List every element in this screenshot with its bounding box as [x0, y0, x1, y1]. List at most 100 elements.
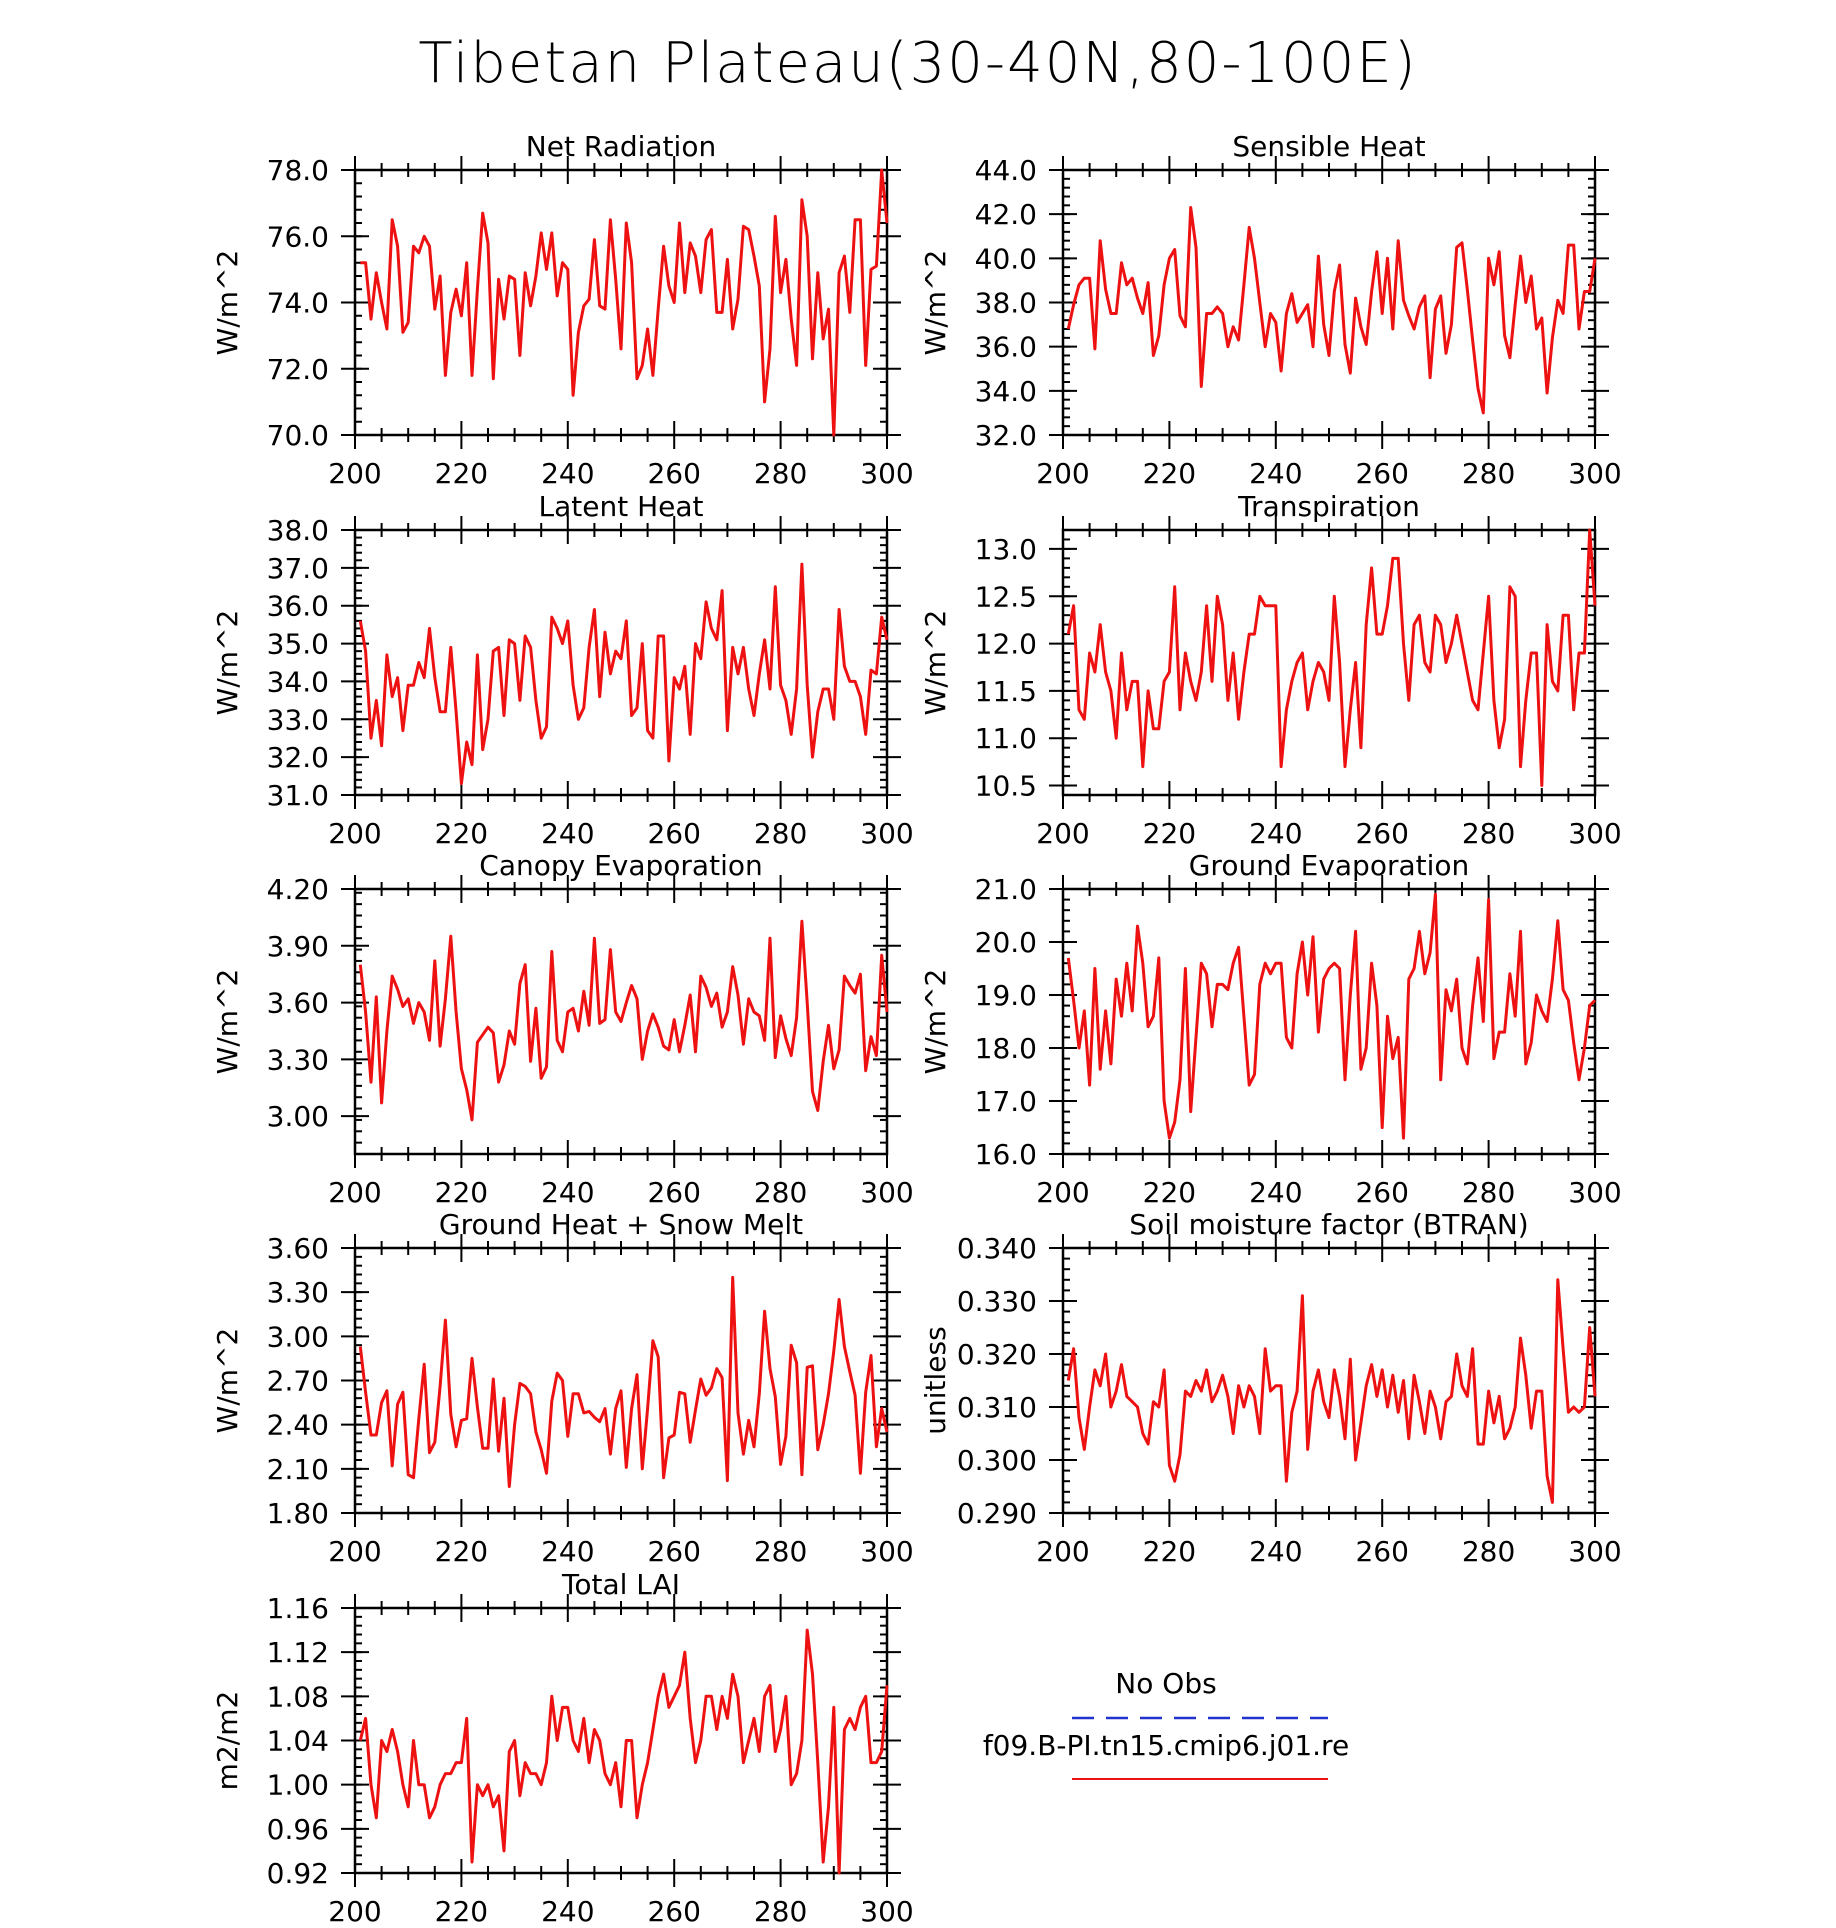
y-axis-label: unitless [919, 1326, 952, 1434]
y-axis-label: W/m^2 [919, 250, 952, 356]
x-tick-label: 200 [328, 457, 381, 490]
y-tick-label: 32.0 [975, 419, 1037, 452]
chart-panels: Net Radiation W/m^2 200 220 240 260 280 300 70.0… [211, 130, 1622, 1928]
x-tick-label: 300 [1568, 457, 1621, 490]
series-line [360, 168, 889, 437]
x-tick-label: 220 [1143, 1176, 1196, 1209]
y-tick-label: 33.0 [267, 703, 329, 736]
y-axis-label: W/m^2 [211, 1328, 244, 1434]
y-axis-label: W/m^2 [211, 969, 244, 1075]
x-tick-label: 280 [754, 1535, 807, 1568]
x-tick-label: 260 [1355, 817, 1408, 850]
y-tick-label: 11.0 [975, 722, 1037, 755]
plot-frame [1061, 1246, 1597, 1515]
y-tick-label: 2.10 [267, 1453, 329, 1486]
chart-panel: Net Radiation W/m^2 200 220 240 260 280 300 70.0… [211, 130, 914, 490]
y-tick-label: 70.0 [267, 419, 329, 452]
x-tick-label: 280 [1462, 1176, 1515, 1209]
y-tick-label: 21.0 [975, 873, 1037, 906]
y-tick-label: 2.40 [267, 1409, 329, 1442]
x-tick-label: 280 [1462, 457, 1515, 490]
x-tick-label: 200 [328, 1176, 381, 1209]
y-tick-label: 19.0 [975, 979, 1037, 1012]
x-tick-label: 260 [1355, 1176, 1408, 1209]
panel-title: Ground Heat + Snow Melt [439, 1208, 803, 1241]
x-tick-label: 220 [435, 817, 488, 850]
y-axis-label: W/m^2 [211, 610, 244, 716]
x-tick-label: 300 [1568, 817, 1621, 850]
y-tick-label: 35.0 [267, 628, 329, 661]
y-tick-label: 3.30 [267, 1043, 329, 1076]
figure-title: Tibetan Plateau(30-40N,80-100E) [418, 31, 1417, 96]
y-tick-label: 10.5 [975, 770, 1037, 803]
x-tick-label: 220 [1143, 457, 1196, 490]
series-line [358, 919, 889, 1122]
legend: No Obs f09.B-PI.tn15.cmip6.j01.re [983, 1667, 1349, 1780]
y-tick-label: 3.90 [267, 930, 329, 963]
y-tick-label: 36.0 [267, 590, 329, 623]
y-tick-label: 20.0 [975, 926, 1037, 959]
x-tick-label: 300 [860, 817, 913, 850]
y-tick-label: 0.320 [957, 1338, 1037, 1371]
y-tick-label: 40.0 [975, 242, 1037, 275]
y-tick-label: 1.16 [267, 1592, 329, 1625]
series-line [1066, 528, 1597, 787]
y-axis-label: W/m^2 [919, 610, 952, 716]
y-tick-label: 32.0 [267, 741, 329, 774]
series-line [1066, 206, 1597, 415]
x-tick-label: 260 [647, 1176, 700, 1209]
y-tick-label: 17.0 [975, 1085, 1037, 1118]
y-tick-label: 0.330 [957, 1285, 1037, 1318]
y-tick-label: 0.92 [267, 1857, 329, 1890]
x-tick-label: 240 [541, 1535, 594, 1568]
x-tick-label: 240 [541, 1895, 594, 1928]
x-tick-label: 300 [1568, 1176, 1621, 1209]
x-tick-label: 240 [541, 457, 594, 490]
y-tick-label: 34.0 [267, 665, 329, 698]
y-tick-label: 16.0 [975, 1138, 1037, 1171]
series-line [358, 1628, 889, 1875]
x-tick-label: 280 [754, 1895, 807, 1928]
x-tick-label: 220 [1143, 817, 1196, 850]
y-tick-label: 72.0 [267, 353, 329, 386]
y-tick-label: 1.04 [267, 1725, 329, 1758]
y-tick-label: 76.0 [267, 220, 329, 253]
x-tick-label: 300 [860, 1895, 913, 1928]
y-tick-label: 11.5 [975, 675, 1037, 708]
legend-model-label: f09.B-PI.tn15.cmip6.j01.re [983, 1729, 1349, 1762]
y-tick-label: 4.20 [267, 873, 329, 906]
x-tick-label: 200 [1036, 1535, 1089, 1568]
y-tick-label: 3.00 [267, 1100, 329, 1133]
y-tick-label: 34.0 [975, 375, 1037, 408]
x-tick-label: 300 [1568, 1535, 1621, 1568]
series-line [358, 1275, 889, 1488]
y-tick-label: 1.00 [267, 1769, 329, 1802]
x-tick-label: 220 [435, 1176, 488, 1209]
chart-panel: Latent Heat W/m^2 200 220 240 260 280 300 31.0 32… [211, 490, 914, 850]
y-tick-label: 0.96 [267, 1813, 329, 1846]
y-tick-label: 78.0 [267, 154, 329, 187]
x-tick-label: 220 [1143, 1535, 1196, 1568]
chart-panel: Total LAI m2/m2 200 220 240 260 280 300 0.92 0.96… [211, 1568, 914, 1928]
y-tick-label: 0.310 [957, 1391, 1037, 1424]
x-tick-label: 200 [328, 817, 381, 850]
panel-title: Transpiration [1237, 490, 1420, 523]
panel-title: Canopy Evaporation [479, 849, 762, 882]
x-tick-label: 260 [647, 1535, 700, 1568]
x-tick-label: 260 [1355, 1535, 1408, 1568]
x-tick-label: 280 [1462, 1535, 1515, 1568]
x-tick-label: 260 [647, 1895, 700, 1928]
x-tick-label: 200 [1036, 457, 1089, 490]
chart-panel: Ground Evaporation W/m^2 200 220 240 260 280 30… [919, 849, 1622, 1209]
y-tick-label: 12.0 [975, 628, 1037, 661]
chart-panel: Soil moisture factor (BTRAN) unitless 200 2… [919, 1208, 1622, 1568]
x-tick-label: 240 [1249, 1176, 1302, 1209]
x-tick-label: 280 [754, 1176, 807, 1209]
series-line [1066, 1278, 1597, 1504]
x-tick-label: 260 [647, 457, 700, 490]
y-tick-label: 31.0 [267, 779, 329, 812]
y-tick-label: 0.300 [957, 1444, 1037, 1477]
y-axis-label: W/m^2 [211, 250, 244, 356]
series-line [358, 562, 889, 786]
y-tick-label: 2.70 [267, 1365, 329, 1398]
